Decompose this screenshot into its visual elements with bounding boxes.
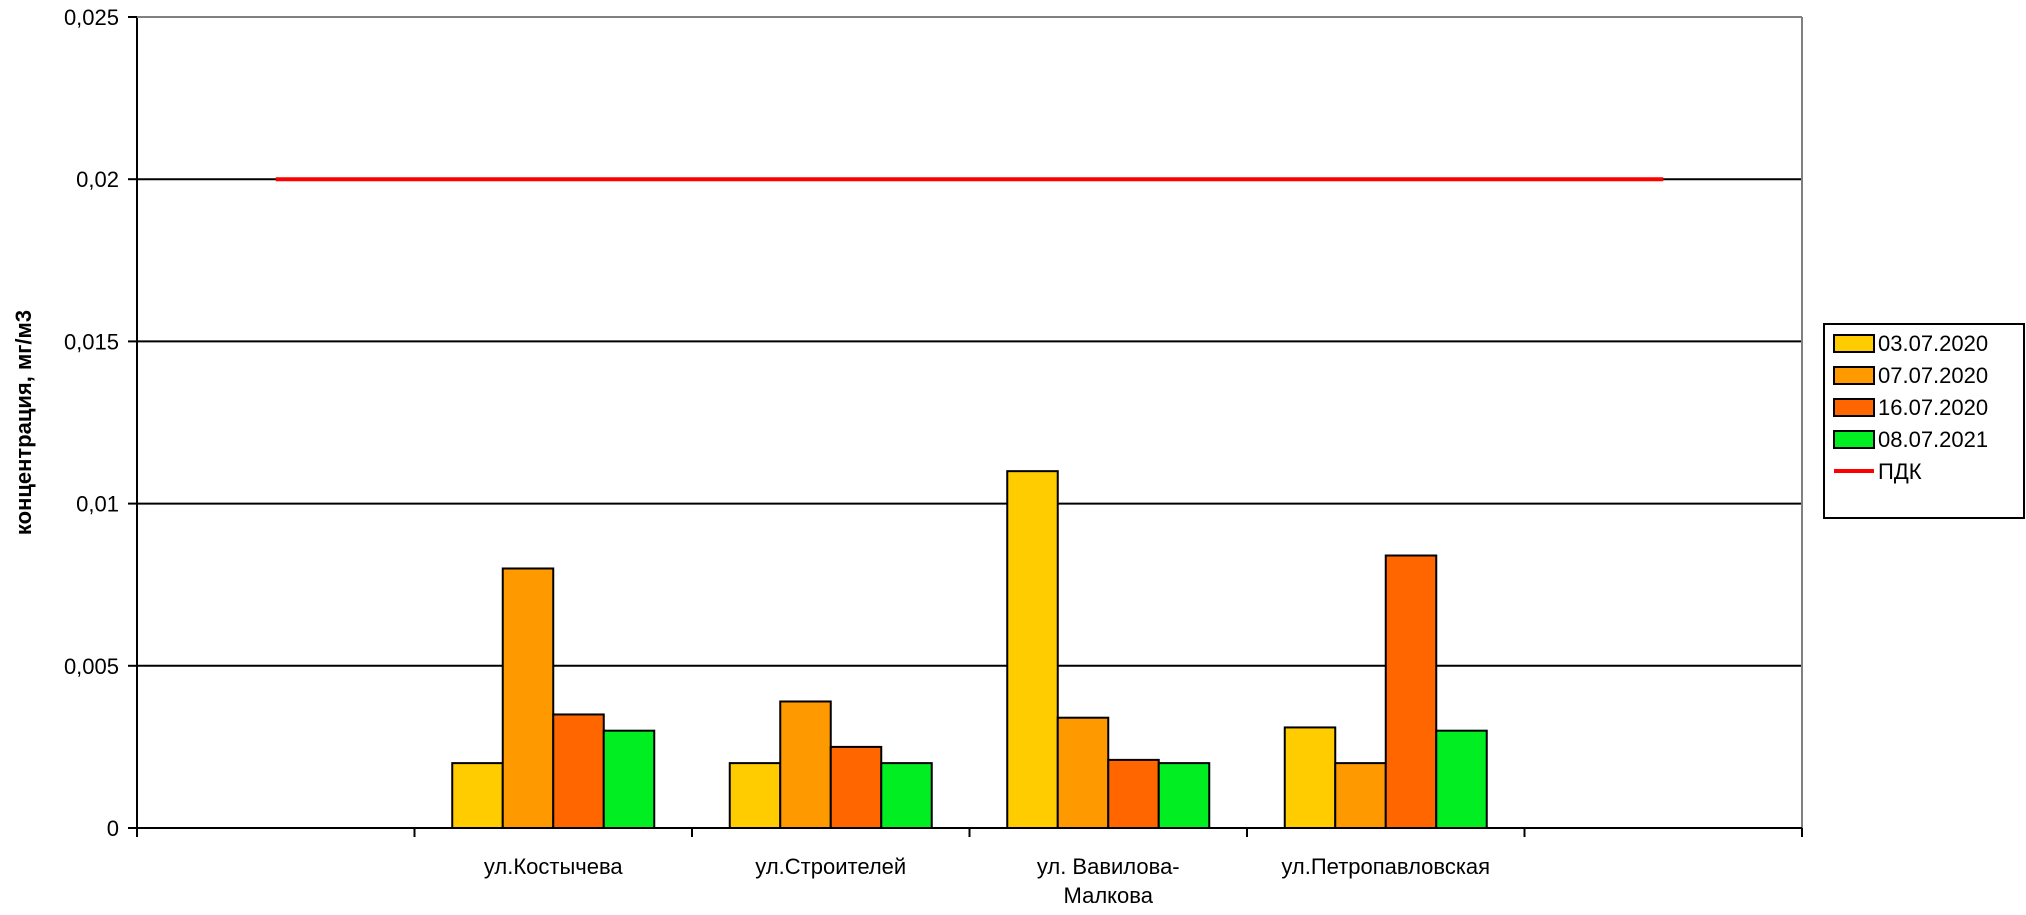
x-tick-label: Малкова	[1064, 883, 1154, 908]
bar	[1157, 762, 1211, 829]
bar	[1384, 554, 1438, 830]
legend-swatch	[1833, 366, 1875, 385]
y-tick-label: 0,025	[64, 5, 119, 30]
bar	[1006, 470, 1059, 829]
legend-swatch	[1833, 334, 1875, 353]
legend-box	[1823, 323, 2025, 519]
bar	[602, 729, 656, 829]
bar	[1334, 762, 1387, 829]
legend-swatch	[1833, 398, 1875, 417]
legend-label: 16.07.2020	[1878, 395, 1988, 420]
y-tick-label: 0,01	[76, 492, 119, 517]
bar	[1283, 726, 1337, 829]
bar	[501, 567, 555, 829]
y-tick-label: 0,005	[64, 654, 119, 679]
x-tick-label: ул. Вавилова-	[1037, 854, 1180, 879]
legend-label: 08.07.2021	[1878, 427, 1988, 452]
bar	[779, 700, 832, 830]
bar	[451, 762, 504, 829]
bar	[552, 713, 605, 830]
bar	[880, 762, 933, 829]
bar	[1435, 729, 1488, 829]
y-tick-label: 0	[107, 816, 119, 841]
bar	[1107, 758, 1160, 829]
y-axis-label: концентрация, мг/м3	[11, 310, 36, 535]
legend-label: 03.07.2020	[1878, 331, 1988, 356]
y-tick-label: 0,015	[64, 329, 119, 354]
y-tick-labels: 0 0,005 0,01 0,015 0,02 0,025	[64, 5, 119, 841]
bar	[829, 745, 883, 830]
legend: 03.07.2020 07.07.2020 16.07.2020 08.07.2021…	[1823, 323, 2025, 519]
axes	[128, 16, 1803, 837]
legend-label: ПДК	[1878, 459, 1922, 484]
bar	[728, 762, 782, 829]
x-tick-labels: ул.Костычева ул.Строителей ул. Вавилова- Ма…	[484, 854, 1490, 908]
y-tick-label: 0,02	[76, 167, 119, 192]
legend-label: 07.07.2020	[1878, 363, 1988, 388]
x-tick-label: ул.Петропавловская	[1281, 854, 1490, 879]
bar	[1056, 716, 1110, 829]
x-tick-label: ул.Строителей	[755, 854, 906, 879]
legend-swatch	[1833, 430, 1875, 449]
x-tick-label: ул.Костычева	[484, 854, 624, 879]
gridlines	[137, 16, 1802, 667]
bars	[451, 470, 1488, 830]
